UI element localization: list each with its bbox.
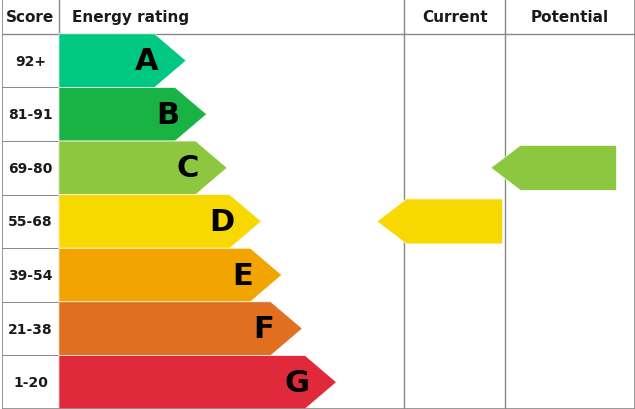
Text: 69-80: 69-80 <box>8 162 53 175</box>
Text: B: B <box>156 101 179 129</box>
Text: C: C <box>177 154 199 183</box>
Text: Current: Current <box>422 10 488 25</box>
Text: 66  D: 66 D <box>435 213 487 231</box>
Polygon shape <box>59 88 206 142</box>
Text: Energy rating: Energy rating <box>72 10 189 25</box>
Polygon shape <box>59 249 282 302</box>
Polygon shape <box>59 35 186 88</box>
Text: G: G <box>285 368 310 397</box>
Text: 39-54: 39-54 <box>8 268 53 282</box>
Text: Potential: Potential <box>531 10 609 25</box>
Polygon shape <box>491 146 617 191</box>
Text: 72  C: 72 C <box>549 160 600 178</box>
Text: 1-20: 1-20 <box>13 375 48 389</box>
Polygon shape <box>59 302 302 355</box>
Polygon shape <box>59 355 337 409</box>
Text: A: A <box>135 47 159 76</box>
Text: Score: Score <box>6 10 55 25</box>
Text: 92+: 92+ <box>15 54 46 68</box>
Text: E: E <box>232 261 253 290</box>
Polygon shape <box>59 142 227 195</box>
Polygon shape <box>377 200 503 244</box>
Polygon shape <box>59 195 262 249</box>
Text: 21-38: 21-38 <box>8 322 53 336</box>
Text: 55-68: 55-68 <box>8 215 53 229</box>
Text: 81-91: 81-91 <box>8 108 53 122</box>
Text: D: D <box>210 207 235 236</box>
Text: F: F <box>253 315 274 343</box>
